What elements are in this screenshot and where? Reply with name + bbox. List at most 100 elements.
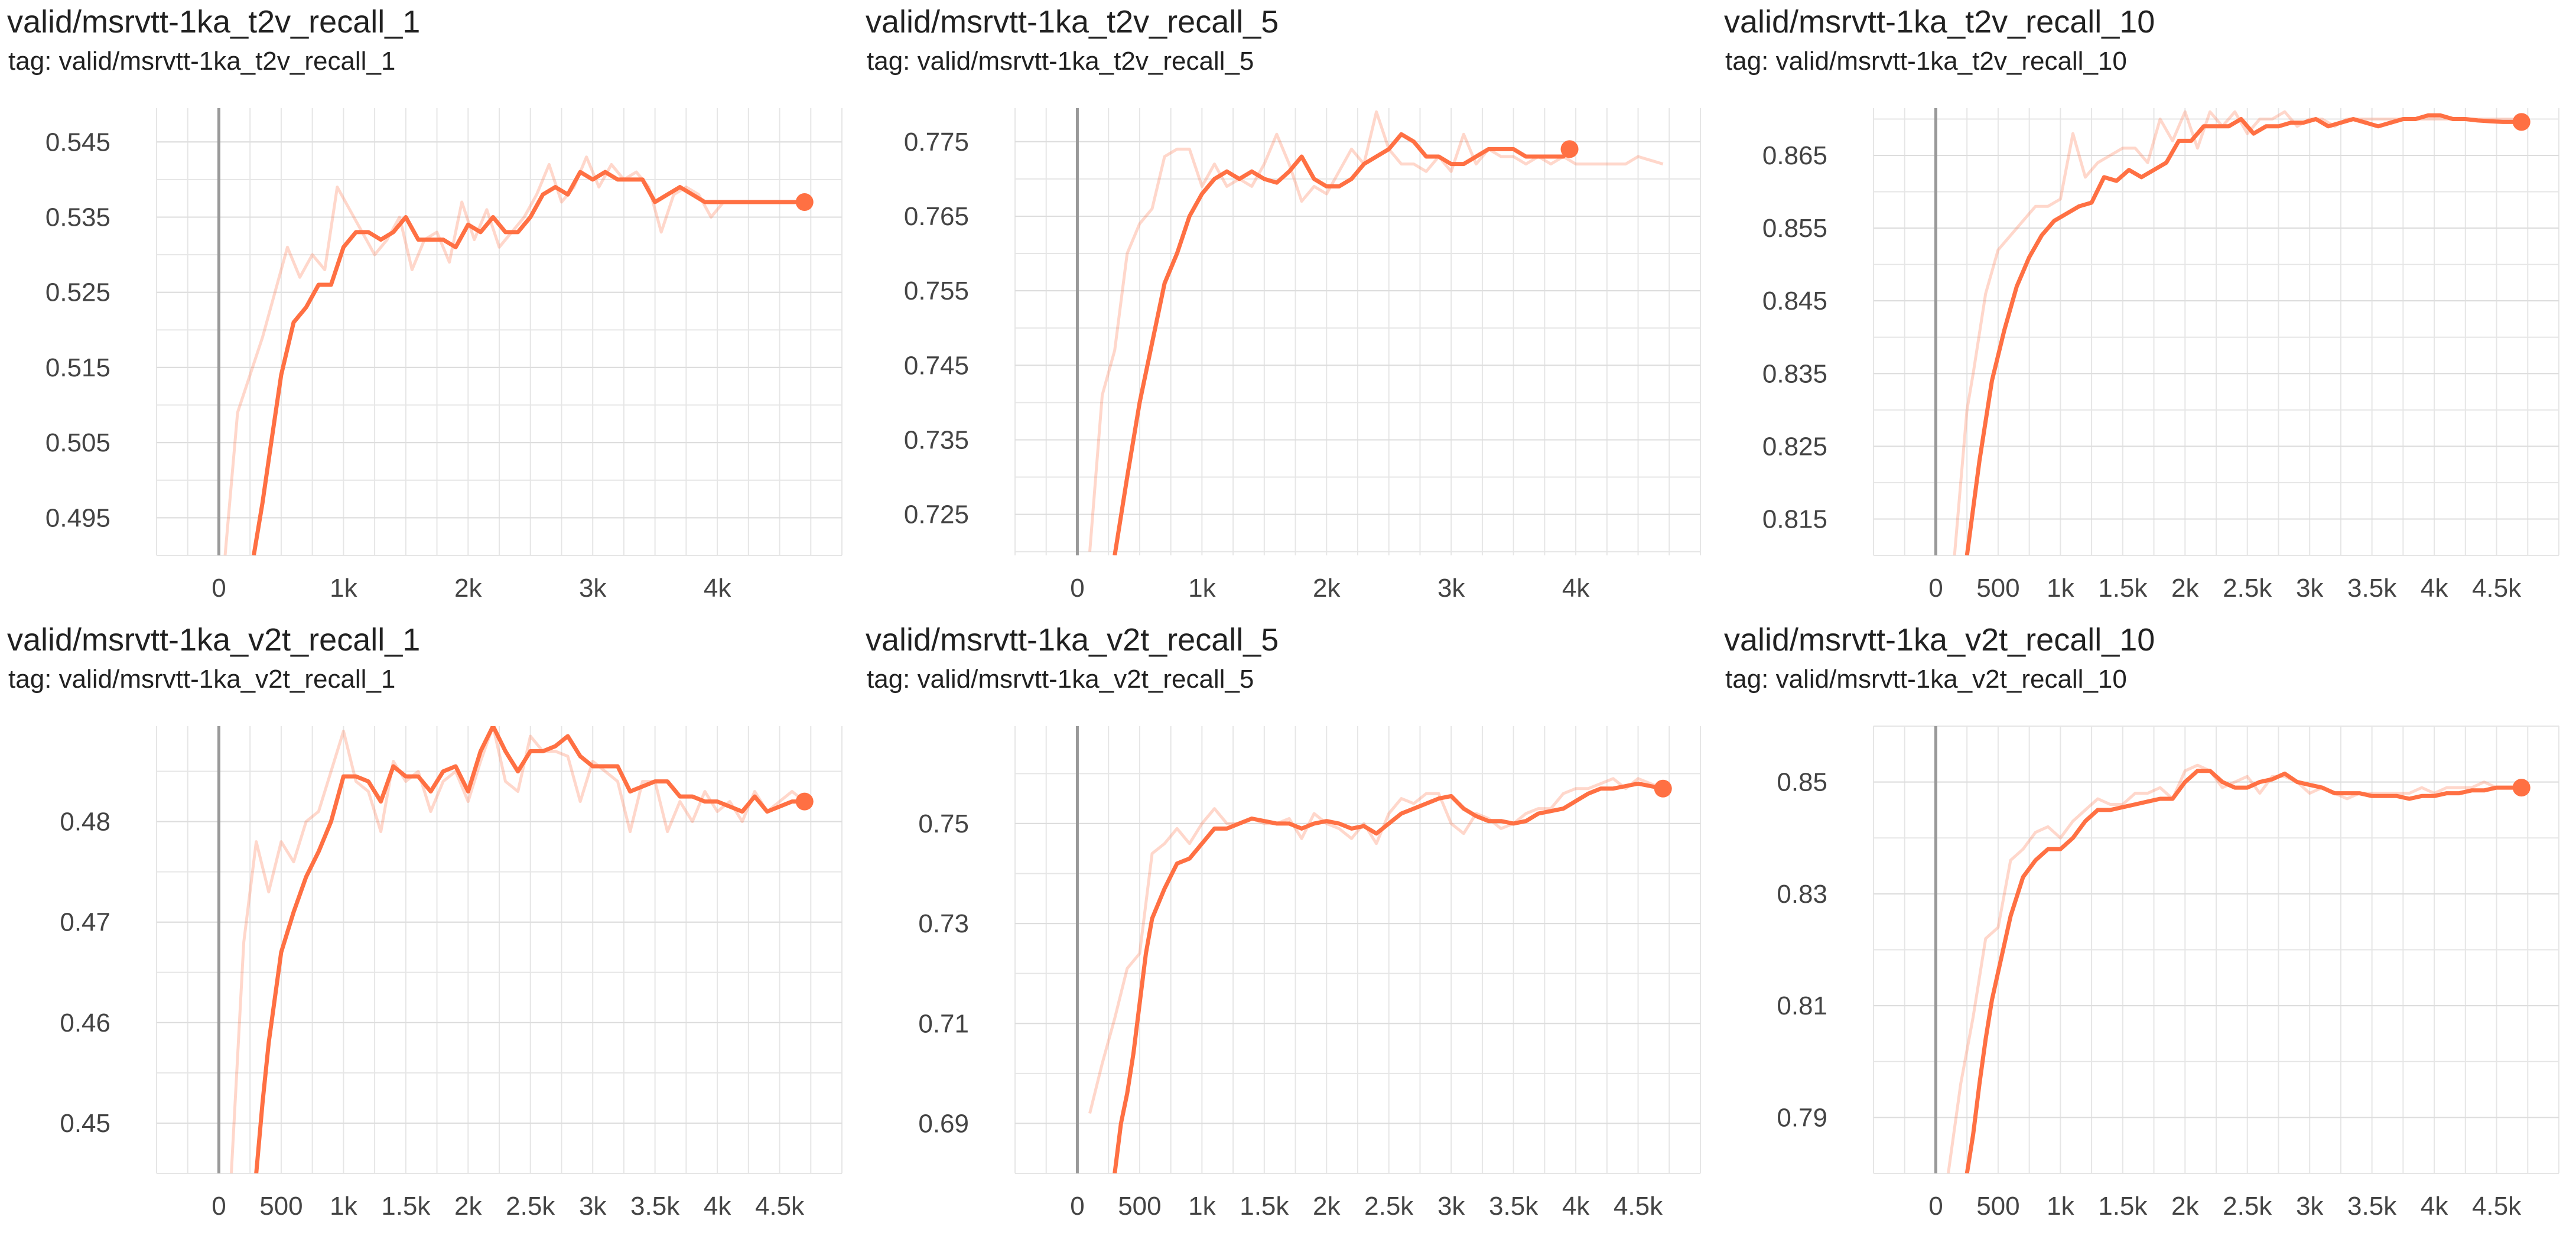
x-tick-label: 3k — [1437, 1192, 1465, 1221]
raw-series-line — [1947, 763, 2522, 1173]
chart-tag: tag: valid/msrvtt-1ka_v2t_recall_10 — [1725, 665, 2127, 694]
x-tick-label: 3k — [579, 574, 607, 603]
chart-tag: tag: valid/msrvtt-1ka_t2v_recall_1 — [8, 47, 396, 76]
smoothed-series-line — [1964, 769, 2522, 1173]
y-tick-label: 0.725 — [904, 500, 969, 529]
smoothed-series-line — [1964, 113, 2522, 555]
plot-area — [1947, 763, 2522, 1173]
raw-series-line — [1088, 777, 1664, 1114]
y-tick-label: 0.85 — [1777, 768, 1827, 797]
y-tick-label: 0.75 — [918, 809, 969, 838]
x-tick-label: 1k — [330, 574, 357, 603]
chart-tag: tag: valid/msrvtt-1ka_v2t_recall_1 — [8, 665, 396, 694]
chart-panel-t2v-recall-1: valid/msrvtt-1ka_t2v_recall_1 tag: valid… — [0, 0, 858, 618]
line-chart[interactable]: 0.79 0.81 0.83 0.85 0 500 1k 1.5k 2k 2.5k 3k 3.5k 4k… — [1717, 618, 2575, 1236]
y-tick-label: 0.73 — [918, 909, 969, 938]
y-tick-label: 0.825 — [1762, 432, 1827, 461]
y-tick-label: 0.47 — [60, 908, 110, 937]
smoothed-series-line — [254, 726, 805, 1173]
line-chart[interactable]: 0.69 0.71 0.73 0.75 0 500 1k 1.5k 2k 2.5k 3k 3.5k 4k… — [858, 618, 1717, 1236]
smoothed-series-line — [1113, 132, 1572, 555]
x-tick-label: 3.5k — [1489, 1192, 1539, 1221]
x-tick-label: 0 — [1070, 574, 1084, 603]
x-tick-label: 1k — [1188, 574, 1216, 603]
last-value-marker — [1560, 140, 1579, 158]
chart-title: valid/msrvtt-1ka_t2v_recall_1 — [7, 4, 421, 40]
x-tick-label: 0 — [1070, 1192, 1084, 1221]
plot-area — [1953, 110, 2522, 555]
last-value-marker — [795, 193, 814, 212]
x-tick-label: 0 — [212, 1192, 226, 1221]
plot-area — [1088, 110, 1664, 555]
x-tick-label: 3.5k — [630, 1192, 680, 1221]
y-tick-label: 0.775 — [904, 128, 969, 157]
line-chart[interactable]: 0.815 0.825 0.835 0.845 0.855 0.865 0 500 1k 1.5k… — [1717, 0, 2575, 618]
chart-panel-v2t-recall-1: valid/msrvtt-1ka_v2t_recall_1 tag: valid… — [0, 618, 858, 1236]
y-tick-label: 0.495 — [45, 503, 110, 532]
last-value-marker — [2512, 113, 2531, 131]
line-chart[interactable]: 0.725 0.735 0.745 0.755 0.765 0.775 0 1k 2k 3k 4k — [858, 0, 1717, 618]
y-tick-label: 0.505 — [45, 428, 110, 457]
y-tick-label: 0.855 — [1762, 214, 1827, 243]
plot-area — [1088, 777, 1664, 1173]
x-tick-label: 4.5k — [2472, 574, 2522, 603]
x-tick-label: 3.5k — [2347, 1192, 2397, 1221]
plot-area — [230, 726, 806, 1173]
y-tick-label: 0.545 — [45, 128, 110, 157]
y-tick-label: 0.69 — [918, 1109, 969, 1138]
chart-tag: tag: valid/msrvtt-1ka_t2v_recall_10 — [1725, 47, 2127, 76]
last-value-marker — [2512, 779, 2531, 797]
x-tick-label: 2.5k — [2223, 574, 2272, 603]
x-tick-label: 2.5k — [2223, 1192, 2272, 1221]
x-tick-label: 0 — [1928, 1192, 1943, 1221]
raw-series-line — [230, 726, 806, 1173]
x-tick-label: 2k — [1313, 574, 1341, 603]
smoothed-series-line — [252, 170, 805, 555]
x-tick-label: 4k — [1562, 1192, 1590, 1221]
x-tick-label: 1.5k — [381, 1192, 431, 1221]
x-tick-label: 3k — [2296, 574, 2324, 603]
x-tick-label: 1k — [330, 1192, 357, 1221]
y-tick-label: 0.845 — [1762, 287, 1827, 315]
line-chart[interactable]: 0.45 0.46 0.47 0.48 0 500 1k 1.5k 2k 2.5k 3k 3.5k 4k… — [0, 618, 858, 1236]
y-tick-label: 0.535 — [45, 203, 110, 232]
chart-title: valid/msrvtt-1ka_v2t_recall_10 — [1724, 622, 2155, 658]
x-tick-label: 2k — [1313, 1192, 1341, 1221]
chart-panel-t2v-recall-10: valid/msrvtt-1ka_t2v_recall_10 tag: vali… — [1717, 0, 2575, 618]
x-tick-label: 4.5k — [1614, 1192, 1663, 1221]
y-tick-label: 0.83 — [1777, 880, 1827, 909]
chart-panel-v2t-recall-10: valid/msrvtt-1ka_v2t_recall_10 tag: vali… — [1717, 618, 2575, 1236]
chart-tag: tag: valid/msrvtt-1ka_t2v_recall_5 — [867, 47, 1254, 76]
x-tick-label: 2k — [454, 1192, 482, 1221]
raw-series-line — [1953, 110, 2522, 555]
x-tick-label: 500 — [1976, 574, 2019, 603]
x-tick-label: 3k — [1437, 574, 1465, 603]
x-tick-label: 500 — [1976, 1192, 2019, 1221]
y-tick-label: 0.765 — [904, 202, 969, 231]
chart-panel-v2t-recall-5: valid/msrvtt-1ka_v2t_recall_5 tag: valid… — [858, 618, 1717, 1236]
x-tick-label: 500 — [259, 1192, 303, 1221]
x-tick-label: 2.5k — [506, 1192, 555, 1221]
x-tick-label: 2k — [454, 574, 482, 603]
y-tick-label: 0.865 — [1762, 141, 1827, 170]
chart-panel-t2v-recall-5: valid/msrvtt-1ka_t2v_recall_5 tag: valid… — [858, 0, 1717, 618]
x-tick-label: 1k — [1188, 1192, 1216, 1221]
x-tick-label: 4k — [704, 574, 731, 603]
y-tick-label: 0.46 — [60, 1009, 110, 1037]
line-chart[interactable]: 0.495 0.505 0.515 0.525 0.535 0.545 0 1k 2k 3k 4k — [0, 0, 858, 618]
y-tick-label: 0.745 — [904, 351, 969, 380]
x-tick-label: 4k — [2421, 574, 2448, 603]
y-tick-label: 0.45 — [60, 1109, 110, 1138]
x-tick-label: 0 — [212, 574, 226, 603]
x-tick-label: 2k — [2171, 574, 2199, 603]
chart-title: valid/msrvtt-1ka_v2t_recall_1 — [7, 622, 421, 658]
x-tick-label: 500 — [1118, 1192, 1161, 1221]
x-tick-label: 1.5k — [2098, 1192, 2148, 1221]
x-tick-label: 3k — [579, 1192, 607, 1221]
x-tick-label: 1.5k — [1240, 1192, 1289, 1221]
chart-title: valid/msrvtt-1ka_t2v_recall_5 — [866, 4, 1279, 40]
x-tick-label: 1.5k — [2098, 574, 2148, 603]
x-tick-label: 4k — [2421, 1192, 2448, 1221]
chart-title: valid/msrvtt-1ka_v2t_recall_5 — [866, 622, 1279, 658]
y-tick-label: 0.81 — [1777, 991, 1827, 1020]
